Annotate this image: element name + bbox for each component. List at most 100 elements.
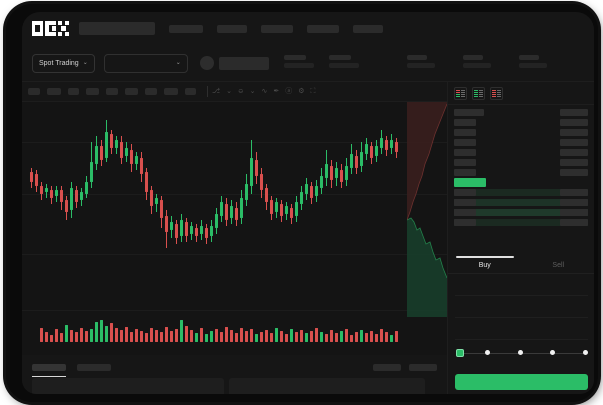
orderbook-ask-row[interactable] <box>454 159 588 166</box>
slider-handle[interactable] <box>456 349 464 357</box>
orderbook-bid-row[interactable] <box>454 199 588 206</box>
timeframe-button-1[interactable] <box>28 88 40 95</box>
fullscreen-icon[interactable]: ⛶ <box>310 88 316 95</box>
bottom-action-1[interactable] <box>373 363 401 371</box>
price-field[interactable] <box>455 279 588 296</box>
volume-bar <box>385 332 388 342</box>
bids-only-mode-icon[interactable] <box>472 87 485 100</box>
orderbook-ask-row[interactable] <box>454 129 588 136</box>
okx-logo[interactable] <box>32 21 69 36</box>
orderbook-ask-row[interactable] <box>454 149 588 156</box>
volume-bar <box>330 330 333 342</box>
timeframe-button-8[interactable] <box>164 88 178 95</box>
timeframe-button-6[interactable] <box>125 88 138 95</box>
tab-buy[interactable]: Buy <box>448 256 522 273</box>
search-input[interactable] <box>79 22 155 35</box>
timeframe-button-7[interactable] <box>145 88 157 95</box>
volume-bar <box>315 328 318 342</box>
indicators-icon[interactable]: ⎇ <box>212 88 221 95</box>
nav-item-4[interactable] <box>307 24 339 33</box>
orderbook-bid-row[interactable] <box>454 209 588 216</box>
price-chart[interactable] <box>22 102 447 355</box>
candle <box>200 102 203 317</box>
volume-bar <box>305 333 308 342</box>
orders-positions-panel <box>22 355 447 394</box>
candle <box>145 102 148 317</box>
amount-field[interactable] <box>455 301 588 318</box>
orderbook-ask-row[interactable] <box>454 119 588 126</box>
magnet-icon[interactable]: ⓐ <box>285 88 293 95</box>
volume-bar <box>280 331 283 342</box>
depth-curve-icon <box>406 102 447 317</box>
candle <box>300 102 303 317</box>
chevron-down-icon[interactable]: ⌄ <box>249 88 256 95</box>
nav-item-1[interactable] <box>169 24 203 33</box>
stat-value <box>518 63 547 68</box>
ticker-stat-3 <box>406 55 435 71</box>
timeframe-button-2[interactable] <box>47 88 61 95</box>
both-sides-mode-icon[interactable] <box>454 87 467 100</box>
chevron-down-icon: ⌄ <box>82 60 88 66</box>
submit-buy-button[interactable] <box>455 374 588 390</box>
candle <box>150 102 153 317</box>
settings-gear-icon[interactable]: ⚙ <box>298 88 305 95</box>
volume-bar <box>80 328 83 342</box>
nav-item-2[interactable] <box>217 24 247 33</box>
orderbook-mode-switcher <box>448 82 594 105</box>
chart-type-icon[interactable]: ⎉ <box>237 88 244 95</box>
candle <box>255 102 258 317</box>
timeframe-button-3[interactable] <box>68 88 79 95</box>
timeframe-button-4[interactable] <box>86 88 99 95</box>
tab-sell[interactable]: Sell <box>552 262 565 269</box>
candle <box>215 102 218 317</box>
amount-percent-slider[interactable] <box>456 349 588 358</box>
orderbook-bid-row[interactable] <box>454 189 588 196</box>
timeframe-button-5[interactable] <box>106 88 118 95</box>
chevron-down-icon[interactable]: ⌄ <box>226 88 232 95</box>
volume-bar <box>145 333 148 342</box>
market-type-dropdown[interactable]: Spot Trading ⌄ <box>32 53 95 73</box>
timeframe-button-9[interactable] <box>185 88 196 95</box>
bottom-tab-2[interactable] <box>77 363 111 371</box>
candle <box>395 102 398 317</box>
slider-stop-25[interactable] <box>484 350 490 355</box>
asks-only-mode-icon[interactable] <box>490 87 503 100</box>
market-type-label: Spot Trading <box>39 59 79 67</box>
volume-bar <box>170 331 173 342</box>
volume-bar <box>155 330 158 342</box>
stat-label <box>283 55 306 60</box>
order-size <box>560 119 588 126</box>
candle <box>205 102 208 317</box>
volume-bar <box>180 320 183 342</box>
candle <box>225 102 228 317</box>
trading-pair-dropdown[interactable]: ⌄ <box>103 53 188 73</box>
bottom-tab-1[interactable] <box>32 363 66 377</box>
candle <box>45 102 48 317</box>
total-field[interactable] <box>455 323 588 340</box>
order-size <box>560 149 588 156</box>
candle <box>190 102 193 317</box>
bottom-action-2[interactable] <box>409 363 437 371</box>
bottom-card-1[interactable] <box>32 378 224 394</box>
wave-line-icon[interactable]: ∿ <box>261 88 268 95</box>
bottom-card-2[interactable] <box>229 378 425 394</box>
volume-bar <box>105 326 108 342</box>
slider-stop-75[interactable] <box>550 350 556 355</box>
orderbook-ask-row[interactable] <box>454 109 588 116</box>
candle <box>355 102 358 317</box>
orderbook-ask-row[interactable] <box>454 169 588 176</box>
candle <box>350 102 353 317</box>
candle <box>340 102 343 317</box>
volume-bar <box>150 328 153 342</box>
nav-item-5[interactable] <box>353 24 383 33</box>
drawing-pen-icon[interactable]: ✒ <box>273 88 280 95</box>
slider-stop-100[interactable] <box>583 350 588 355</box>
nav-item-3[interactable] <box>261 24 293 33</box>
slider-stop-50[interactable] <box>517 350 523 355</box>
orderbook-bid-row[interactable] <box>454 219 588 226</box>
orderbook-ask-row[interactable] <box>454 139 588 146</box>
order-book[interactable] <box>448 105 594 226</box>
logo-letter-x <box>58 21 69 36</box>
orderbook-spread-row[interactable] <box>454 178 588 187</box>
stat-value <box>406 63 435 68</box>
